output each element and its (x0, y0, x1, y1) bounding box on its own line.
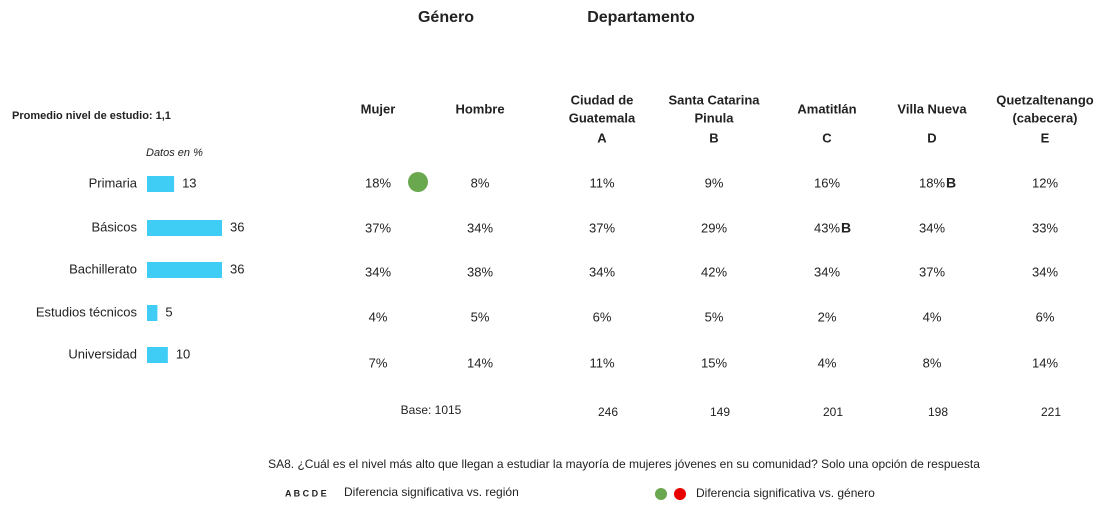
column-header: Ciudad de (571, 92, 634, 107)
cell: 6% (1036, 309, 1055, 324)
bar (147, 176, 175, 192)
cell: 11% (589, 355, 614, 370)
chart-title: Promedio nivel de estudio: 1,1 (12, 110, 171, 122)
category-label: Universidad (68, 346, 137, 361)
base: 149 (710, 405, 730, 419)
bar (147, 305, 158, 321)
base: 246 (598, 405, 618, 419)
sig-dot (408, 172, 428, 192)
sig-letter: B (946, 175, 956, 191)
cell: 6% (593, 309, 612, 324)
cell: 9% (705, 175, 724, 190)
column-letter: B (709, 130, 718, 145)
column-header: Hombre (455, 101, 504, 116)
cell: 5% (471, 309, 490, 324)
category-label: Estudios técnicos (36, 304, 138, 319)
value-label: 36 (230, 219, 244, 234)
base: 201 (823, 405, 843, 419)
cell: 43% (814, 220, 840, 235)
cell: 14% (467, 355, 493, 370)
cell: 11% (589, 175, 614, 190)
cell: 34% (919, 220, 945, 235)
bar (147, 220, 222, 236)
cell: 15% (701, 355, 727, 370)
column-header: (cabecera) (1012, 110, 1077, 125)
cell: 14% (1032, 355, 1058, 370)
cell: 37% (919, 264, 945, 279)
legend-dot (655, 488, 667, 500)
cell: 4% (818, 355, 837, 370)
base: 221 (1041, 405, 1061, 419)
cell: 12% (1032, 175, 1058, 190)
cell: 8% (923, 355, 942, 370)
value-label: 13 (182, 175, 196, 190)
cell: 7% (369, 355, 388, 370)
legend-dot (674, 488, 686, 500)
cell: 38% (467, 264, 493, 279)
cell: 4% (923, 309, 942, 324)
base: Base: 1015 (401, 403, 462, 417)
legend-label: Diferencia significativa vs. región (344, 485, 519, 499)
column-header: Amatitlán (797, 101, 856, 116)
category-label: Primaria (89, 175, 138, 190)
column-letter: A (597, 130, 607, 145)
column-letter: E (1041, 130, 1050, 145)
bar (147, 347, 168, 363)
cell: 18% (365, 175, 391, 190)
cell: 34% (365, 264, 391, 279)
cell: 34% (589, 264, 615, 279)
column-header: Villa Nueva (897, 101, 967, 116)
column-header: Santa Catarina (668, 92, 760, 107)
value-label: 5 (165, 304, 172, 319)
cell: 16% (814, 175, 840, 190)
column-header: Quetzaltenango (996, 92, 1094, 107)
cell: 33% (1032, 220, 1058, 235)
column-header: Mujer (361, 101, 396, 116)
chart-subtitle: Datos en % (146, 147, 203, 159)
cell: 34% (814, 264, 840, 279)
value-label: 10 (176, 346, 190, 361)
cell: 8% (471, 175, 490, 190)
cell: 29% (701, 220, 727, 235)
cell: 4% (369, 309, 388, 324)
question: SA8. ¿Cuál es el nivel más alto que lleg… (268, 457, 980, 471)
group-header: Género (418, 9, 474, 26)
column-letter: D (927, 130, 936, 145)
value-label: 36 (230, 261, 244, 276)
cell: 5% (705, 309, 724, 324)
bar (147, 262, 222, 278)
base: 198 (928, 405, 948, 419)
cell: 37% (365, 220, 391, 235)
cell: 18% (919, 175, 945, 190)
cell: 37% (589, 220, 615, 235)
group-header: Departamento (587, 9, 695, 26)
legend-label: Diferencia significativa vs. género (696, 486, 875, 500)
category-label: Bachillerato (69, 261, 137, 276)
category-label: Básicos (91, 219, 137, 234)
cell: 34% (1032, 264, 1058, 279)
cell: 42% (701, 264, 727, 279)
sig-letter: B (841, 220, 851, 236)
legend-symbol: A B C D E (285, 488, 327, 498)
column-letter: C (822, 130, 832, 145)
column-header: Guatemala (569, 110, 636, 125)
cell: 2% (818, 309, 837, 324)
cell: 34% (467, 220, 493, 235)
column-header: Pinula (694, 110, 734, 125)
